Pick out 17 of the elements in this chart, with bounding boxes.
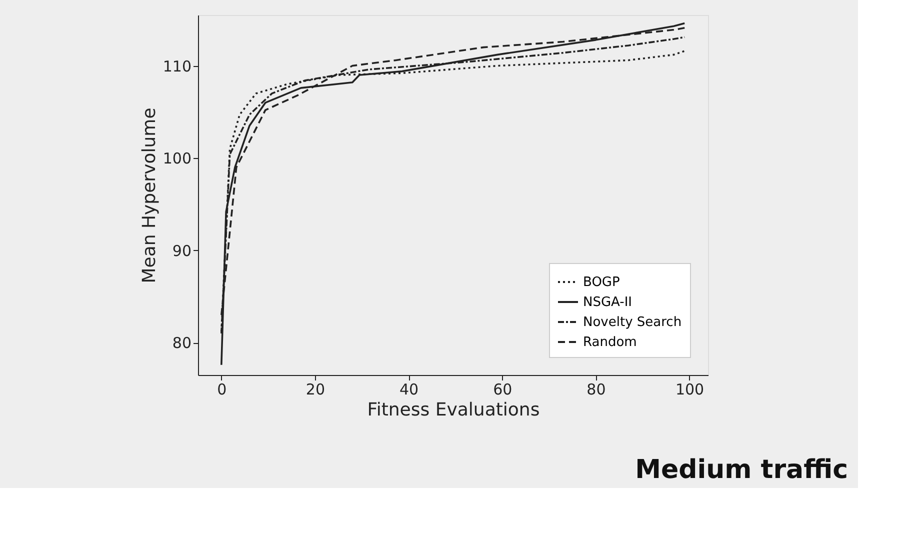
legend-label: NSGA-II xyxy=(583,295,632,310)
y-tick-label: 80 xyxy=(172,334,192,352)
x-tick-label: 20 xyxy=(306,380,326,398)
legend-label: Random xyxy=(583,335,637,350)
text: Medium traffic xyxy=(635,455,848,485)
x-tick-label: 40 xyxy=(400,380,419,398)
x-axis-title: Fitness Evaluations xyxy=(367,400,540,420)
x-tick-label: 100 xyxy=(675,380,704,398)
x-tick-label: 0 xyxy=(217,380,227,398)
legend-label: BOGP xyxy=(583,275,620,290)
legend-label: Novelty Search xyxy=(583,315,682,330)
x-tick-label: 60 xyxy=(493,380,512,398)
y-axis-title: Mean Hypervolume xyxy=(138,108,160,284)
y-tick-label: 110 xyxy=(162,57,192,76)
x-tick-label: 80 xyxy=(586,380,606,398)
y-tick-label: 90 xyxy=(172,242,192,260)
y-tick-label: 100 xyxy=(162,150,192,168)
